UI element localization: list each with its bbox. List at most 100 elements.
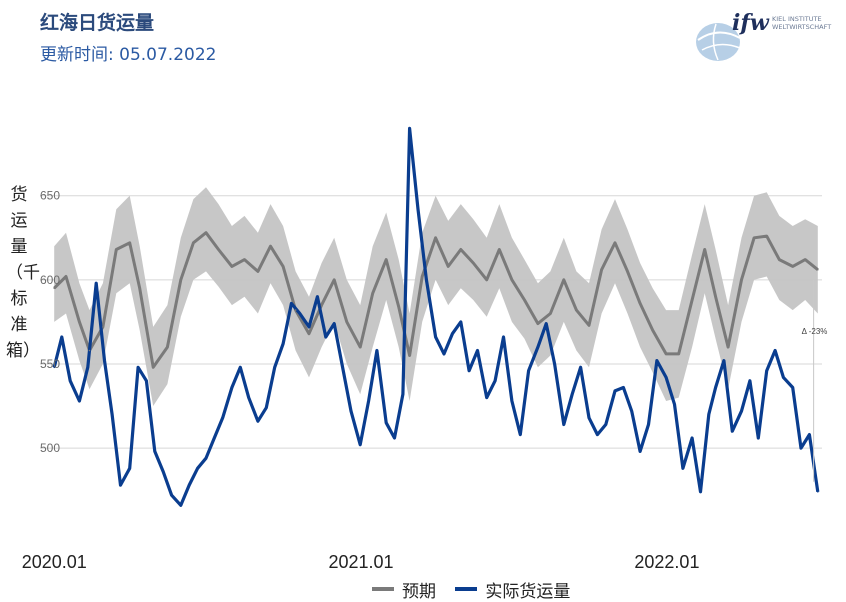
point-actual-10: [137, 366, 139, 369]
point-actual-51: [485, 396, 488, 399]
point-actual-61: [571, 393, 574, 396]
point-actual-4: [86, 366, 89, 369]
point-actual-30: [308, 326, 310, 328]
point-actual-16: [188, 484, 190, 486]
expected-confidence-band: [54, 187, 818, 406]
point-actual-81: [740, 410, 743, 412]
point-actual-82: [749, 379, 751, 382]
point-expected-1: [65, 275, 67, 278]
point-expected-14: [231, 265, 233, 268]
point-actual-17: [196, 467, 199, 470]
point-expected-7: [138, 287, 141, 290]
point-expected-6: [128, 242, 131, 244]
y-tick-650: 650: [40, 189, 60, 203]
svg-text:WELTWIRTSCHAFT: WELTWIRTSCHAFT: [772, 23, 831, 31]
point-expected-58: [791, 265, 794, 268]
point-expected-26: [385, 258, 387, 261]
point-actual-76: [699, 491, 702, 493]
point-actual-84: [765, 369, 768, 372]
y-tick-550: 550: [40, 357, 60, 371]
point-actual-15: [180, 504, 182, 507]
point-expected-16: [257, 270, 259, 273]
update-time: 更新时间: 05.07.2022: [40, 45, 217, 65]
y-tick-600: 600: [40, 273, 60, 287]
point-actual-86: [782, 376, 785, 379]
point-actual-40: [393, 437, 396, 439]
point-expected-31: [447, 265, 449, 268]
point-actual-53: [502, 336, 505, 338]
point-expected-45: [626, 270, 629, 273]
point-actual-60: [563, 423, 565, 426]
point-actual-19: [213, 437, 216, 439]
point-actual-87: [791, 386, 794, 389]
point-expected-10: [180, 279, 182, 281]
point-actual-62: [579, 366, 582, 369]
globe-icon: [696, 23, 740, 61]
point-expected-4: [102, 326, 104, 328]
point-expected-40: [563, 279, 565, 281]
point-actual-11: [145, 379, 148, 382]
point-expected-32: [459, 248, 462, 251]
point-actual-6: [103, 359, 106, 362]
point-expected-51: [703, 248, 706, 251]
point-expected-36: [511, 279, 513, 281]
chart-title: 红海日货运量: [40, 12, 155, 34]
point-actual-67: [622, 386, 625, 389]
point-actual-7: [111, 413, 113, 416]
point-expected-44: [614, 242, 616, 244]
point-actual-8: [119, 484, 122, 486]
point-actual-59: [553, 363, 556, 365]
point-expected-48: [665, 353, 667, 355]
legend-item-actual: 实际货运量: [455, 577, 570, 602]
point-actual-78: [714, 386, 717, 389]
point-actual-12: [154, 450, 156, 453]
point-actual-50: [476, 349, 479, 352]
point-actual-89: [808, 433, 811, 436]
point-actual-66: [614, 390, 616, 392]
point-expected-18: [282, 265, 284, 268]
point-expected-30: [434, 236, 437, 239]
point-actual-88: [800, 447, 802, 449]
point-expected-39: [549, 312, 552, 315]
point-actual-70: [647, 423, 650, 426]
point-actual-57: [537, 346, 539, 348]
legend-swatch-actual: [455, 587, 478, 591]
point-actual-80: [731, 430, 734, 433]
point-actual-1: [60, 336, 63, 338]
point-actual-32: [325, 336, 327, 338]
point-expected-15: [243, 258, 246, 261]
point-actual-36: [359, 443, 361, 446]
point-actual-75: [691, 437, 693, 439]
point-expected-28: [408, 354, 411, 357]
point-expected-11: [192, 242, 195, 244]
point-actual-69: [639, 450, 641, 453]
point-actual-79: [723, 359, 725, 362]
point-actual-31: [316, 295, 319, 298]
point-expected-13: [217, 248, 220, 251]
point-actual-64: [596, 433, 599, 436]
point-actual-55: [519, 433, 522, 436]
x-tick-2: 2022.01: [634, 552, 699, 572]
point-expected-56: [765, 235, 768, 237]
point-actual-74: [682, 467, 684, 470]
point-expected-23: [345, 321, 348, 323]
point-actual-20: [221, 416, 224, 419]
point-actual-21: [231, 386, 233, 389]
point-actual-0: [53, 366, 56, 369]
point-actual-14: [170, 494, 173, 496]
point-actual-37: [367, 400, 370, 402]
point-expected-35: [498, 248, 501, 251]
point-expected-49: [677, 353, 680, 355]
point-actual-52: [494, 379, 496, 382]
point-actual-73: [673, 403, 676, 406]
point-actual-48: [459, 321, 462, 323]
point-actual-33: [333, 322, 335, 325]
point-actual-46: [443, 353, 445, 355]
point-expected-54: [740, 279, 743, 281]
point-actual-77: [708, 413, 710, 416]
point-expected-21: [320, 304, 323, 306]
point-expected-3: [88, 349, 91, 352]
point-expected-47: [651, 329, 654, 332]
point-actual-24: [257, 420, 259, 422]
y-tick-500: 500: [40, 441, 60, 455]
